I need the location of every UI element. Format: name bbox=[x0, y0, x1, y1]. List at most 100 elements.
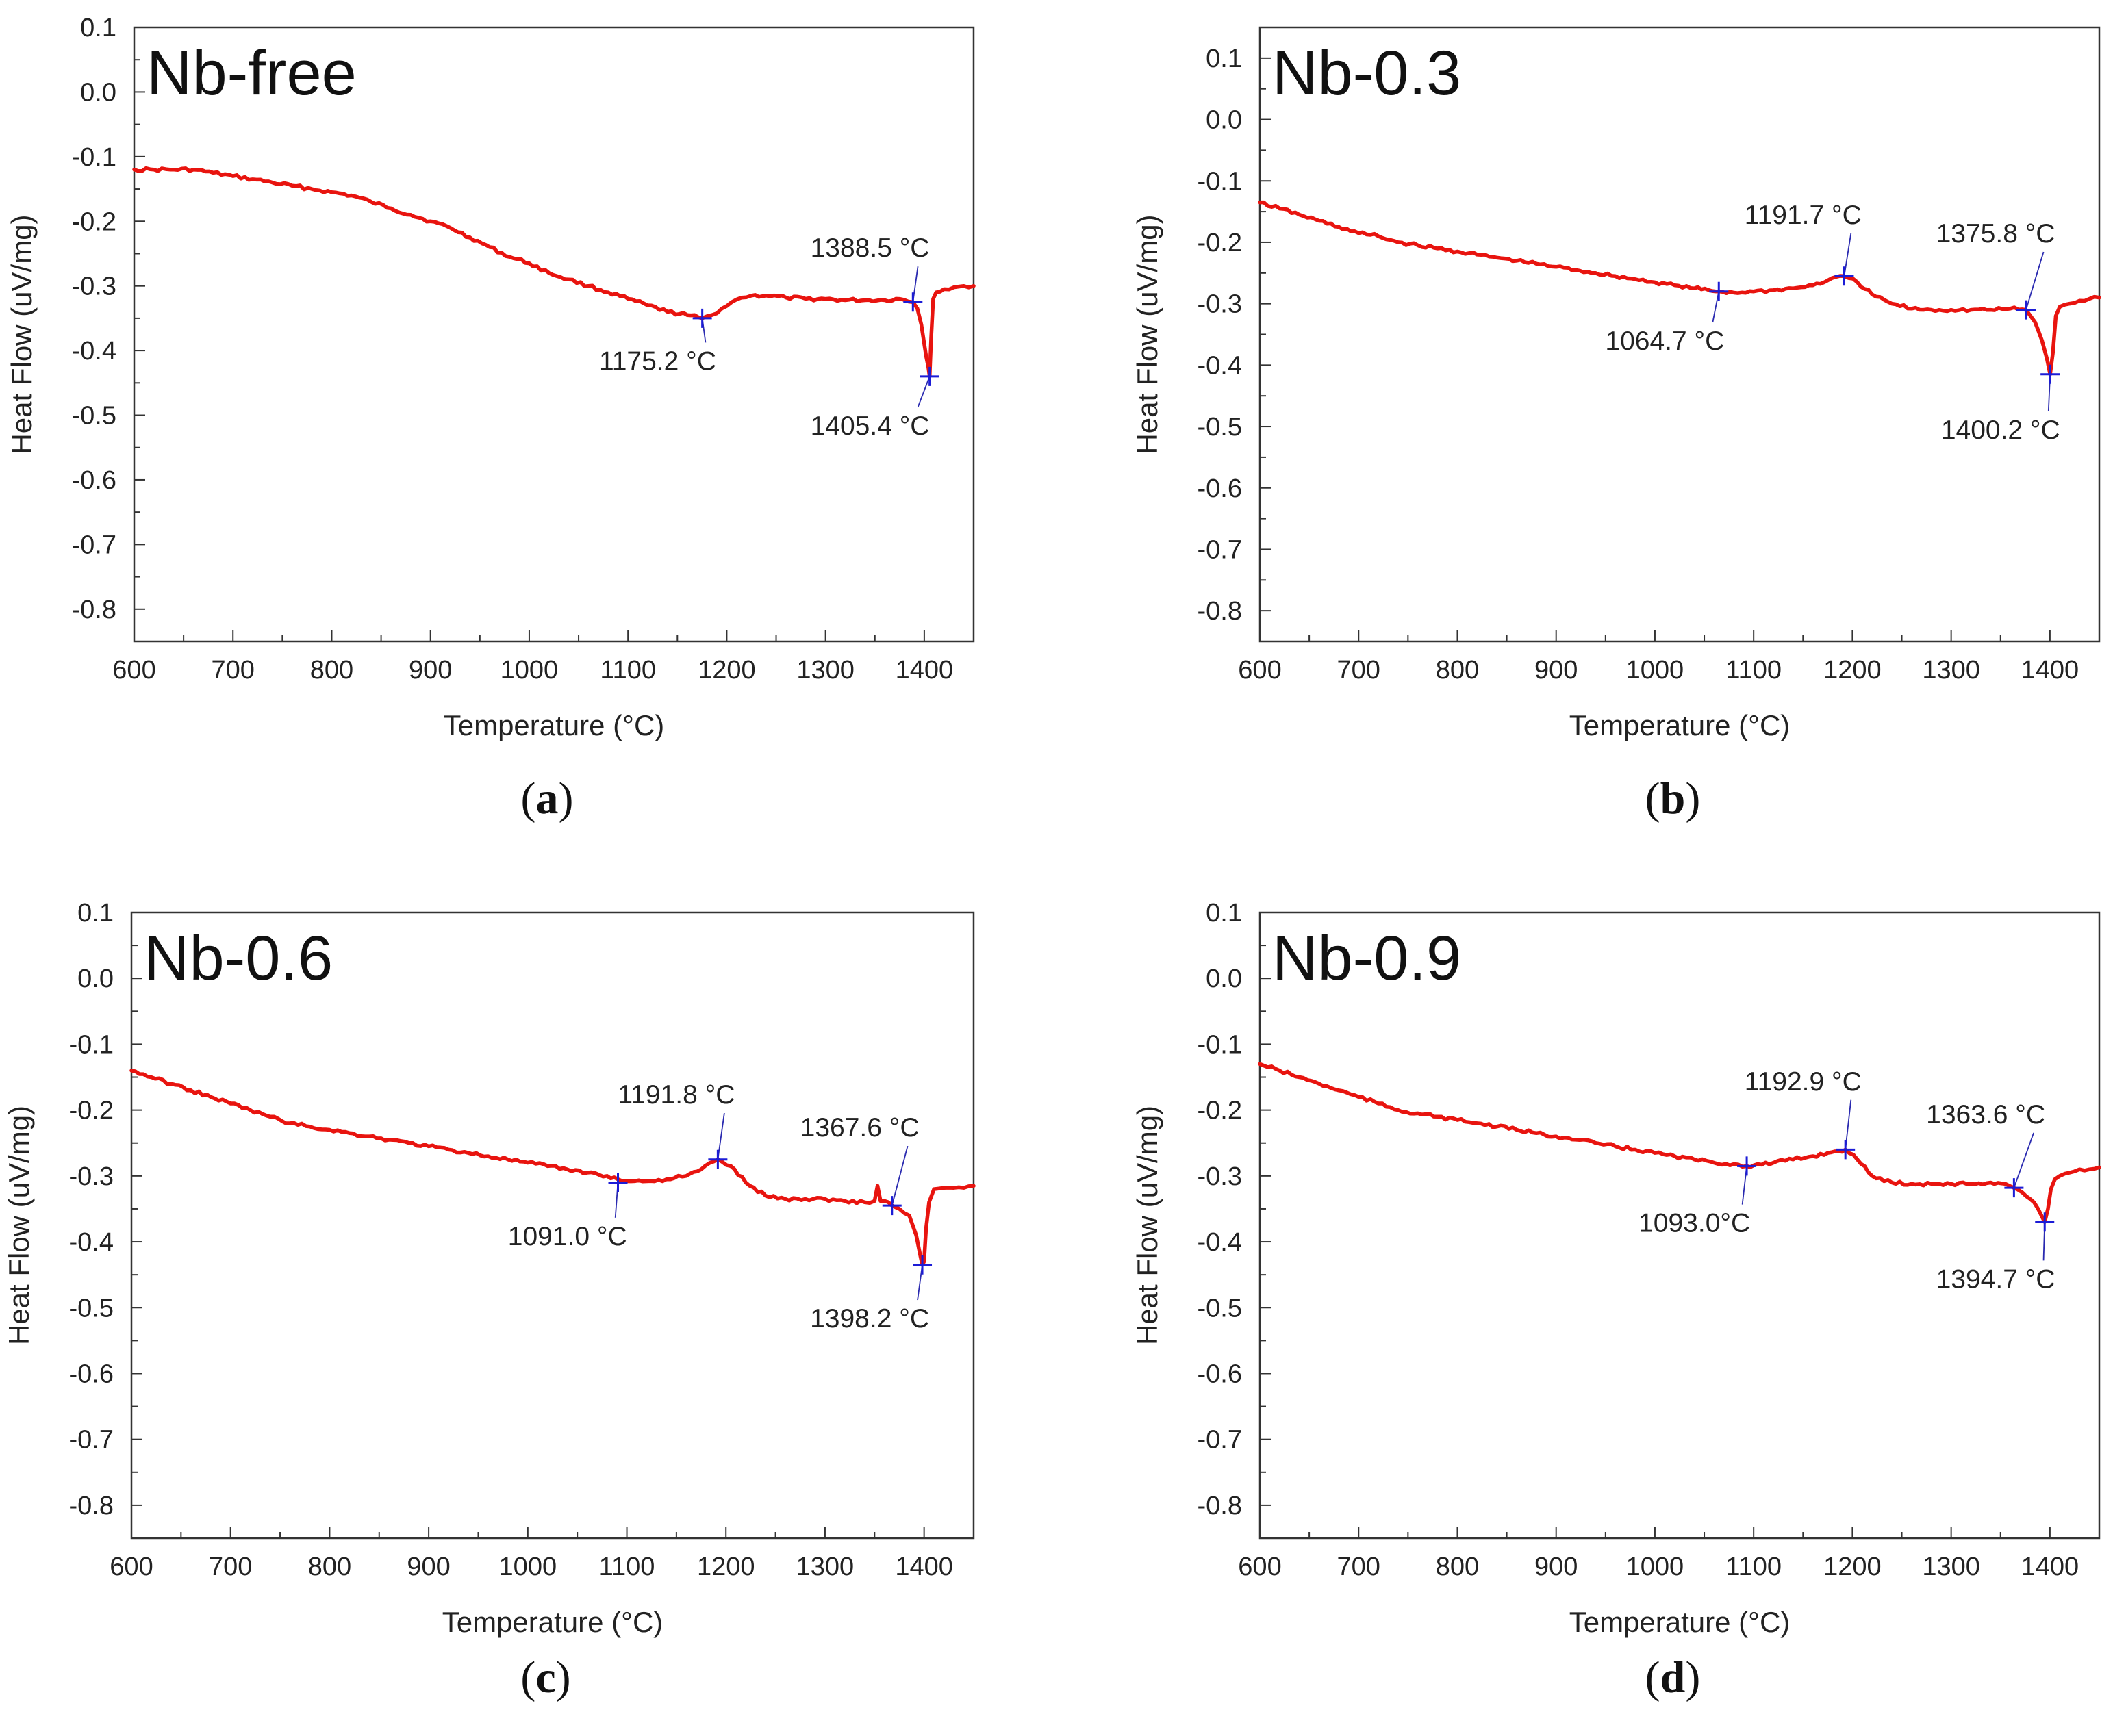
y-tick-label: -0.4 bbox=[72, 337, 116, 366]
y-tick-label: -0.2 bbox=[1198, 1097, 1242, 1125]
x-tick-label: 1200 bbox=[698, 656, 756, 685]
x-tick-label: 900 bbox=[407, 1553, 450, 1581]
annotation-label: 1093.0°C bbox=[1638, 1209, 1750, 1238]
x-tick-label: 900 bbox=[1534, 1553, 1578, 1581]
y-tick-label: -0.4 bbox=[69, 1228, 114, 1257]
x-tick-label: 1000 bbox=[1626, 1553, 1684, 1581]
chart-panel-d: 600 700 800 900 1000 1100 1200 1300 1400 0.1 0.0 -0… bbox=[1131, 899, 2101, 1702]
y-tick-label: -0.3 bbox=[1198, 290, 1242, 319]
y-tick-label: -0.4 bbox=[1198, 351, 1242, 380]
y-tick-label: -0.3 bbox=[69, 1162, 114, 1191]
x-tick-label: 600 bbox=[110, 1553, 153, 1581]
annotation-label: 1363.6 °C bbox=[1926, 1100, 2045, 1129]
x-tick-label: 1100 bbox=[599, 1553, 655, 1581]
chart-panel-a: 600 700 800 900 1000 1100 1200 1300 1400 0.1 0.0 -0… bbox=[5, 14, 976, 824]
y-tick-label: -0.3 bbox=[72, 272, 116, 301]
x-tick-label: 1300 bbox=[796, 1553, 855, 1581]
annotation-marker bbox=[913, 1255, 933, 1275]
x-tick-label: 1000 bbox=[501, 656, 559, 685]
x-tick-label: 600 bbox=[1238, 656, 1281, 685]
x-axis-title: Temperature (°C) bbox=[1569, 1606, 1791, 1638]
annotation-marker bbox=[903, 292, 923, 312]
x-tick-label: 800 bbox=[310, 656, 353, 685]
panel-letter: (a) bbox=[521, 774, 574, 824]
plot-frame bbox=[1258, 911, 2101, 1540]
x-tick-label: 1000 bbox=[499, 1553, 557, 1581]
annotation-label: 1191.8 °C bbox=[618, 1080, 735, 1110]
y-tick-label: 0.1 bbox=[77, 899, 114, 928]
annotation-label: 1367.6 °C bbox=[800, 1113, 920, 1143]
panel-title: Nb-0.9 bbox=[1272, 923, 1461, 993]
x-tick-label: 700 bbox=[212, 656, 255, 685]
x-tick-label: 700 bbox=[209, 1553, 252, 1581]
annotation-marker bbox=[2016, 300, 2036, 320]
x-tick-label: 800 bbox=[1436, 1553, 1479, 1581]
annotation-label: 1091.0 °C bbox=[508, 1222, 627, 1251]
annotation-leader bbox=[717, 1112, 725, 1160]
y-tick-label: 0.1 bbox=[1206, 899, 1242, 928]
y-tick-label: -0.7 bbox=[69, 1426, 114, 1455]
y-tick-label: -0.2 bbox=[69, 1097, 114, 1125]
x-tick-label: 600 bbox=[112, 656, 155, 685]
dsc-curve bbox=[132, 166, 976, 379]
annotation-marker bbox=[1834, 266, 1854, 286]
x-tick-label: 1400 bbox=[895, 1553, 953, 1581]
annotation-marker bbox=[692, 308, 712, 328]
y-tick-label: -0.5 bbox=[72, 402, 116, 431]
panel-letter: (c) bbox=[520, 1652, 570, 1702]
panel-title: Nb-0.3 bbox=[1272, 38, 1461, 108]
annotation-label: 1388.5 °C bbox=[811, 233, 930, 263]
x-axis-title: Temperature (°C) bbox=[442, 1606, 663, 1638]
panel-letter: (b) bbox=[1645, 774, 1701, 824]
y-tick-label: -0.7 bbox=[1198, 1426, 1242, 1455]
annotation-leader bbox=[2025, 251, 2045, 310]
dsc-curve bbox=[129, 1069, 976, 1267]
y-tick-label: -0.6 bbox=[1198, 1360, 1242, 1388]
x-tick-label: 600 bbox=[1238, 1553, 1281, 1581]
panel-title: Nb-0.6 bbox=[144, 923, 333, 993]
x-tick-label: 700 bbox=[1337, 656, 1380, 685]
y-tick-label: -0.2 bbox=[1198, 229, 1242, 257]
y-tick-label: -0.5 bbox=[69, 1294, 114, 1323]
y-tick-label: 0.1 bbox=[80, 14, 116, 42]
annotation-label: 1398.2 °C bbox=[810, 1304, 929, 1333]
annotation-marker bbox=[1836, 1140, 1856, 1160]
annotation-leader bbox=[891, 1145, 909, 1206]
x-tick-label: 1100 bbox=[600, 656, 656, 685]
y-tick-label: -0.7 bbox=[1198, 535, 1242, 564]
x-tick-label: 1200 bbox=[1823, 656, 1882, 685]
y-tick-label: -0.4 bbox=[1198, 1228, 1242, 1257]
annotation-label: 1394.7 °C bbox=[1936, 1264, 2055, 1294]
panel-title: Nb-free bbox=[147, 38, 357, 108]
x-tick-label: 1300 bbox=[796, 656, 855, 685]
plot-frame bbox=[133, 26, 975, 643]
x-tick-label: 1000 bbox=[1626, 656, 1684, 685]
annotation-marker bbox=[708, 1149, 728, 1169]
y-tick-label: -0.8 bbox=[1198, 1492, 1242, 1520]
annotation-label: 1192.9 °C bbox=[1745, 1067, 1862, 1097]
annotation-label: 1191.7 °C bbox=[1745, 201, 1862, 230]
x-axis-title: Temperature (°C) bbox=[1569, 709, 1791, 741]
y-tick-label: -0.7 bbox=[72, 531, 116, 559]
x-axis-title: Temperature (°C) bbox=[444, 709, 665, 741]
dsc-curve bbox=[1258, 200, 2101, 376]
x-tick-label: 900 bbox=[1534, 656, 1578, 685]
y-tick-label: -0.8 bbox=[72, 596, 116, 624]
annotation-marker bbox=[1737, 1156, 1757, 1176]
dsc-curve bbox=[1258, 1062, 2101, 1224]
chart-panel-b: 600 700 800 900 1000 1100 1200 1300 1400 0.1 0.0 -0… bbox=[1131, 26, 2101, 824]
annotation-label: 1175.2 °C bbox=[599, 346, 716, 376]
x-tick-label: 900 bbox=[409, 656, 452, 685]
annotation-label: 1400.2 °C bbox=[1941, 416, 2060, 445]
annotation-marker bbox=[2040, 364, 2060, 384]
y-tick-label: -0.1 bbox=[1198, 1030, 1242, 1059]
y-tick-label: -0.8 bbox=[69, 1492, 114, 1520]
y-tick-label: -0.6 bbox=[1198, 474, 1242, 503]
y-tick-label: 0.0 bbox=[1206, 965, 1242, 993]
y-tick-label: -0.1 bbox=[1198, 167, 1242, 196]
y-tick-label: -0.5 bbox=[1198, 1294, 1242, 1323]
y-axis-title: Heat Flow (uV/mg) bbox=[1131, 214, 1163, 454]
annotation-leader bbox=[1843, 233, 1852, 277]
y-tick-label: -0.6 bbox=[72, 466, 116, 495]
